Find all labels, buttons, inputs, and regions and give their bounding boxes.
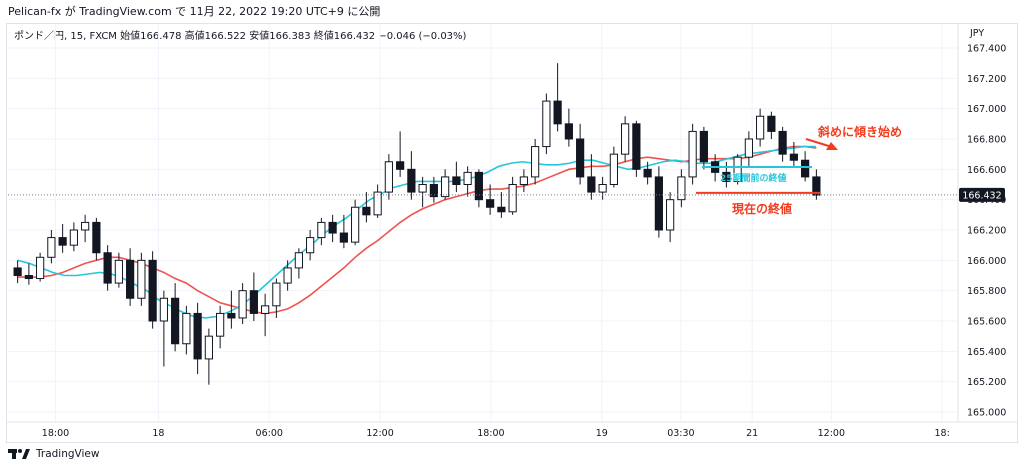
high-label: 高値: [184, 31, 205, 42]
open-label: 始値: [120, 31, 141, 42]
publish-header: Pelican-fx が TradingView.com で 11月 22, 2…: [8, 5, 381, 18]
footer: TradingView: [8, 448, 99, 460]
close-value: 166.432: [333, 31, 376, 42]
symbol-label: ポンド／円, 15, FXCM: [14, 31, 117, 42]
ohlc-legend: ポンド／円, 15, FXCM 始値166.478 高値166.522 安値16…: [14, 27, 466, 42]
close-label: 終値: [313, 31, 334, 42]
open-value: 166.478: [140, 31, 182, 42]
low-label: 安値: [249, 31, 270, 42]
tradingview-brand: TradingView: [36, 448, 100, 460]
change-value: −0.046 (−0.03%): [378, 31, 467, 42]
chart-frame[interactable]: [6, 23, 1018, 443]
high-value: 166.522: [204, 31, 247, 42]
tradingview-logo-icon: [8, 448, 30, 460]
low-value: 166.383: [269, 31, 311, 42]
